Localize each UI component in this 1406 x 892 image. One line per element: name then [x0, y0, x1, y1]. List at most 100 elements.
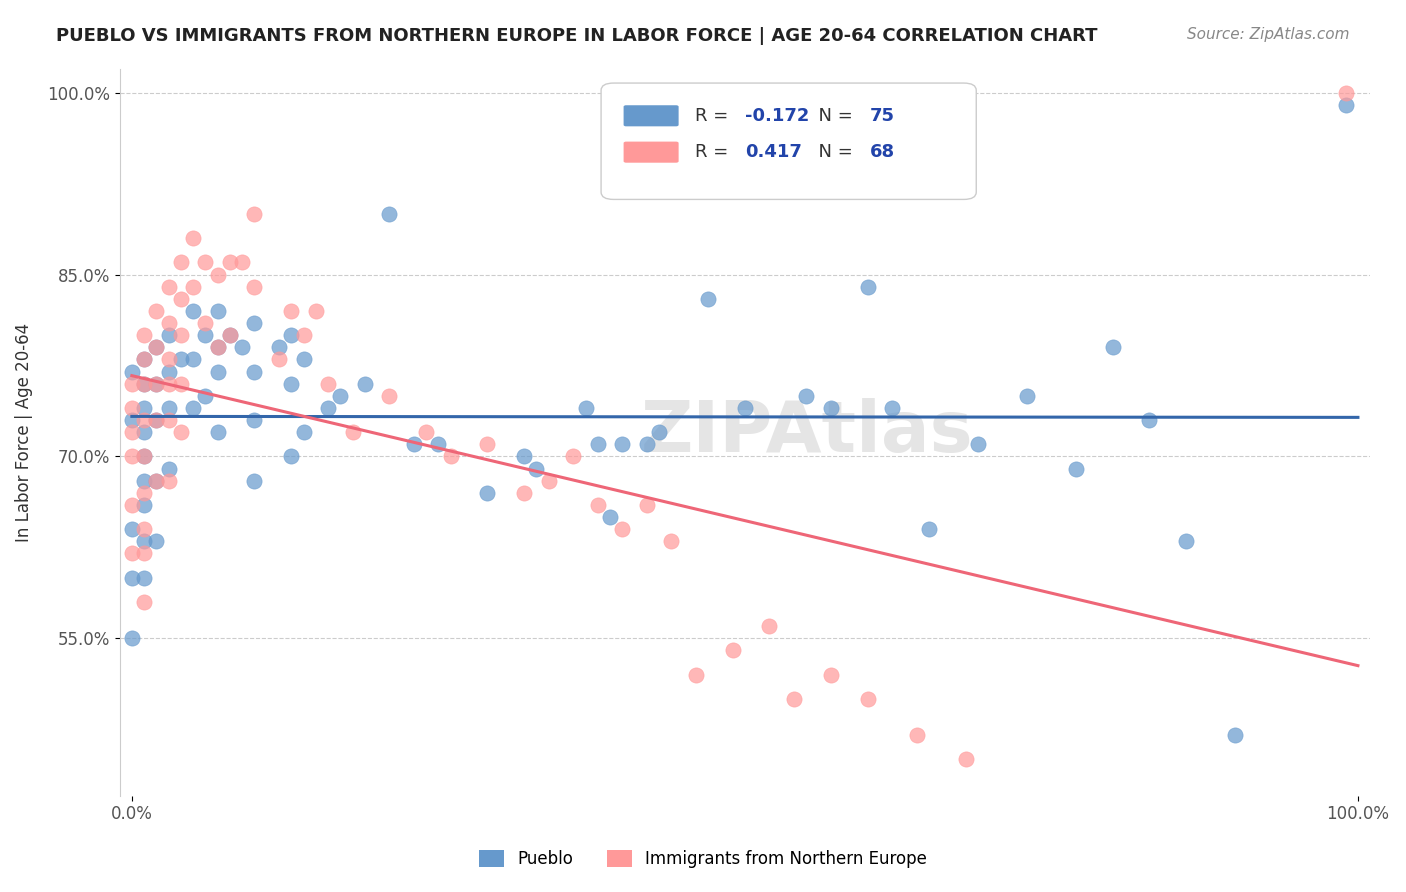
- Point: [440, 450, 463, 464]
- Point: [648, 425, 671, 439]
- FancyBboxPatch shape: [624, 105, 679, 127]
- Point: [966, 437, 988, 451]
- Point: [758, 619, 780, 633]
- Point: [145, 413, 167, 427]
- Point: [170, 292, 193, 306]
- Point: [181, 279, 204, 293]
- Point: [243, 413, 266, 427]
- Text: N =: N =: [807, 143, 859, 161]
- Point: [134, 571, 156, 585]
- Point: [134, 546, 156, 560]
- Point: [586, 437, 609, 451]
- Point: [145, 376, 167, 391]
- Point: [194, 316, 217, 330]
- Point: [207, 268, 229, 282]
- Text: -0.172: -0.172: [745, 107, 810, 125]
- Point: [134, 413, 156, 427]
- Point: [231, 255, 253, 269]
- Point: [305, 304, 328, 318]
- Point: [659, 534, 682, 549]
- Point: [856, 279, 879, 293]
- Point: [181, 304, 204, 318]
- Point: [427, 437, 450, 451]
- Point: [292, 425, 315, 439]
- Point: [145, 340, 167, 354]
- Point: [157, 401, 180, 415]
- Point: [1225, 728, 1247, 742]
- Point: [231, 340, 253, 354]
- Point: [513, 485, 536, 500]
- Point: [574, 401, 596, 415]
- Point: [145, 376, 167, 391]
- Text: Source: ZipAtlas.com: Source: ZipAtlas.com: [1187, 27, 1350, 42]
- Point: [329, 389, 352, 403]
- Text: PUEBLO VS IMMIGRANTS FROM NORTHERN EUROPE IN LABOR FORCE | AGE 20-64 CORRELATION: PUEBLO VS IMMIGRANTS FROM NORTHERN EUROP…: [56, 27, 1098, 45]
- Point: [1139, 413, 1161, 427]
- Point: [378, 389, 401, 403]
- Point: [219, 255, 242, 269]
- Point: [145, 304, 167, 318]
- Point: [157, 352, 180, 367]
- Point: [820, 401, 842, 415]
- Point: [134, 474, 156, 488]
- Point: [170, 425, 193, 439]
- Text: N =: N =: [807, 107, 859, 125]
- Point: [783, 691, 806, 706]
- Point: [880, 401, 903, 415]
- Point: [121, 425, 143, 439]
- Point: [134, 401, 156, 415]
- Point: [636, 498, 658, 512]
- Point: [243, 316, 266, 330]
- Point: [1064, 461, 1087, 475]
- Point: [134, 450, 156, 464]
- Point: [1101, 340, 1123, 354]
- Point: [378, 207, 401, 221]
- Point: [170, 376, 193, 391]
- Point: [243, 279, 266, 293]
- Point: [181, 401, 204, 415]
- Point: [267, 352, 290, 367]
- Text: ZIPAtlas: ZIPAtlas: [641, 398, 974, 467]
- Point: [513, 450, 536, 464]
- Point: [342, 425, 364, 439]
- Point: [134, 485, 156, 500]
- Point: [280, 376, 302, 391]
- Point: [170, 255, 193, 269]
- Point: [697, 292, 720, 306]
- Point: [145, 474, 167, 488]
- Point: [477, 485, 499, 500]
- Point: [905, 728, 928, 742]
- Point: [316, 401, 339, 415]
- Point: [685, 667, 707, 681]
- Point: [207, 340, 229, 354]
- Point: [134, 352, 156, 367]
- Point: [207, 340, 229, 354]
- Point: [134, 534, 156, 549]
- Text: 68: 68: [870, 143, 896, 161]
- Point: [856, 691, 879, 706]
- Point: [353, 376, 375, 391]
- Point: [820, 667, 842, 681]
- Point: [918, 522, 941, 536]
- Point: [537, 474, 560, 488]
- Point: [134, 328, 156, 343]
- Point: [157, 316, 180, 330]
- Point: [316, 376, 339, 391]
- Point: [280, 450, 302, 464]
- Point: [157, 461, 180, 475]
- Point: [121, 365, 143, 379]
- Point: [280, 328, 302, 343]
- Point: [612, 437, 634, 451]
- Point: [157, 474, 180, 488]
- Point: [157, 413, 180, 427]
- Point: [599, 510, 621, 524]
- Point: [145, 474, 167, 488]
- Point: [121, 498, 143, 512]
- Point: [721, 643, 744, 657]
- Point: [243, 365, 266, 379]
- Point: [612, 522, 634, 536]
- Point: [134, 376, 156, 391]
- FancyBboxPatch shape: [602, 83, 976, 200]
- Point: [1334, 86, 1357, 100]
- Point: [157, 328, 180, 343]
